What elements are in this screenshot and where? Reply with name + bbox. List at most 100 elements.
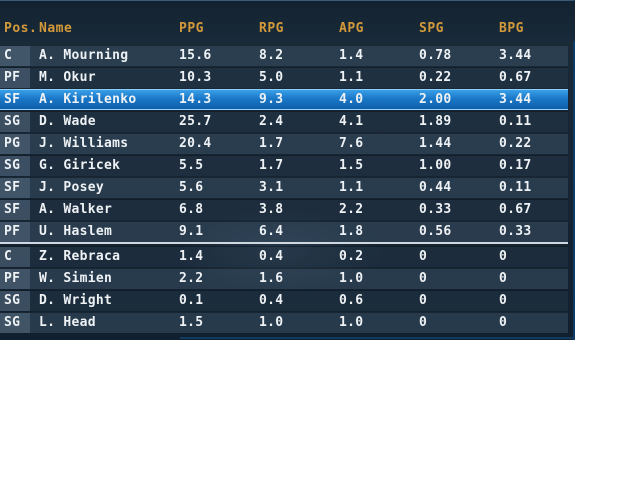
cell-ppg: 15.6 bbox=[179, 48, 212, 63]
cell-ppg: 1.5 bbox=[179, 315, 204, 330]
position-column-bg bbox=[0, 46, 30, 66]
cell-name: M. Okur bbox=[39, 70, 96, 85]
cell-name: D. Wade bbox=[39, 114, 96, 129]
cell-bpg: 0 bbox=[499, 315, 508, 330]
cell-spg: 0 bbox=[419, 249, 428, 264]
header-pos[interactable]: Pos. bbox=[4, 21, 38, 36]
cell-name: U. Haslem bbox=[39, 224, 113, 239]
cell-bpg: 0.67 bbox=[499, 202, 532, 217]
cell-spg: 0.78 bbox=[419, 48, 452, 63]
position-column-bg bbox=[0, 156, 30, 176]
cell-rpg: 3.8 bbox=[259, 202, 284, 217]
cell-apg: 1.4 bbox=[339, 48, 364, 63]
position-column-bg bbox=[0, 222, 30, 242]
cell-rpg: 2.4 bbox=[259, 114, 284, 129]
cell-pos: PF bbox=[4, 271, 21, 286]
position-column-bg bbox=[0, 291, 30, 311]
cell-ppg: 2.2 bbox=[179, 271, 204, 286]
cell-name: G. Giricek bbox=[39, 158, 121, 173]
cell-pos: SF bbox=[4, 202, 21, 217]
cell-rpg: 3.1 bbox=[259, 180, 284, 195]
player-row[interactable]: C A. Mourning 15.6 8.2 1.4 0.78 3.44 bbox=[0, 45, 568, 66]
cell-spg: 0.22 bbox=[419, 70, 452, 85]
cell-spg: 2.00 bbox=[419, 92, 452, 107]
cell-ppg: 20.4 bbox=[179, 136, 212, 151]
cell-bpg: 0 bbox=[499, 249, 508, 264]
header-spg[interactable]: SPG bbox=[419, 21, 444, 36]
cell-ppg: 25.7 bbox=[179, 114, 212, 129]
cell-ppg: 6.8 bbox=[179, 202, 204, 217]
cell-name: D. Wright bbox=[39, 293, 113, 308]
cell-apg: 7.6 bbox=[339, 136, 364, 151]
cell-bpg: 3.44 bbox=[499, 92, 532, 107]
cell-rpg: 8.2 bbox=[259, 48, 284, 63]
cell-rpg: 9.3 bbox=[259, 92, 284, 107]
cell-pos: SG bbox=[4, 114, 21, 129]
cell-pos: SG bbox=[4, 293, 21, 308]
cell-apg: 1.1 bbox=[339, 180, 364, 195]
cell-spg: 0.33 bbox=[419, 202, 452, 217]
stats-header-row: Pos. Name PPG RPG APG SPG BPG bbox=[0, 1, 575, 41]
cell-pos: SG bbox=[4, 315, 21, 330]
cell-ppg: 5.6 bbox=[179, 180, 204, 195]
cell-name: W. Simien bbox=[39, 271, 113, 286]
cell-spg: 0.56 bbox=[419, 224, 452, 239]
cell-rpg: 1.0 bbox=[259, 315, 284, 330]
cell-apg: 1.5 bbox=[339, 158, 364, 173]
cell-pos: C bbox=[4, 249, 13, 264]
cell-spg: 0 bbox=[419, 315, 428, 330]
player-row[interactable]: SF A. Walker 6.8 3.8 2.2 0.33 0.67 bbox=[0, 199, 568, 220]
cell-rpg: 1.7 bbox=[259, 136, 284, 151]
player-row[interactable]: SG D. Wade 25.7 2.4 4.1 1.89 0.11 bbox=[0, 111, 568, 132]
cell-name: L. Head bbox=[39, 315, 96, 330]
panel-bottom-edge bbox=[180, 337, 575, 339]
cell-bpg: 0.22 bbox=[499, 136, 532, 151]
position-column-bg bbox=[0, 134, 30, 154]
cell-name: J. Williams bbox=[39, 136, 129, 151]
cell-rpg: 1.7 bbox=[259, 158, 284, 173]
cell-name: A. Kirilenko bbox=[39, 92, 137, 107]
cell-bpg: 0.11 bbox=[499, 114, 532, 129]
player-row[interactable]: PF M. Okur 10.3 5.0 1.1 0.22 0.67 bbox=[0, 67, 568, 88]
player-row[interactable]: C Z. Rebraca 1.4 0.4 0.2 0 0 bbox=[0, 246, 568, 267]
header-name[interactable]: Name bbox=[39, 21, 73, 36]
cell-name: Z. Rebraca bbox=[39, 249, 121, 264]
roster-divider bbox=[0, 242, 568, 244]
player-row[interactable]: SF A. Kirilenko 14.3 9.3 4.0 2.00 3.44 bbox=[0, 89, 568, 110]
cell-bpg: 0 bbox=[499, 271, 508, 286]
cell-bpg: 3.44 bbox=[499, 48, 532, 63]
header-apg[interactable]: APG bbox=[339, 21, 364, 36]
player-row[interactable]: SG L. Head 1.5 1.0 1.0 0 0 bbox=[0, 312, 568, 333]
position-column-bg bbox=[0, 269, 30, 289]
cell-bpg: 0.11 bbox=[499, 180, 532, 195]
cell-apg: 4.0 bbox=[339, 92, 364, 107]
player-row[interactable]: PG J. Williams 20.4 1.7 7.6 1.44 0.22 bbox=[0, 133, 568, 154]
cell-pos: PF bbox=[4, 70, 21, 85]
cell-pos: C bbox=[4, 48, 13, 63]
cell-pos: PG bbox=[4, 136, 21, 151]
position-column-bg bbox=[0, 200, 30, 220]
cell-spg: 0.44 bbox=[419, 180, 452, 195]
cell-rpg: 5.0 bbox=[259, 70, 284, 85]
cell-name: J. Posey bbox=[39, 180, 105, 195]
cell-pos: PF bbox=[4, 224, 21, 239]
cell-apg: 0.2 bbox=[339, 249, 364, 264]
header-ppg[interactable]: PPG bbox=[179, 21, 204, 36]
player-row[interactable]: PF W. Simien 2.2 1.6 1.0 0 0 bbox=[0, 268, 568, 289]
cell-ppg: 5.5 bbox=[179, 158, 204, 173]
cell-name: A. Walker bbox=[39, 202, 113, 217]
header-rpg[interactable]: RPG bbox=[259, 21, 284, 36]
cell-spg: 1.00 bbox=[419, 158, 452, 173]
cell-ppg: 14.3 bbox=[179, 92, 212, 107]
cell-bpg: 0.17 bbox=[499, 158, 532, 173]
cell-rpg: 0.4 bbox=[259, 249, 284, 264]
player-row[interactable]: SG D. Wright 0.1 0.4 0.6 0 0 bbox=[0, 290, 568, 311]
roster-stats-panel: Pos. Name PPG RPG APG SPG BPG C A. Mourni… bbox=[0, 0, 575, 340]
player-row[interactable]: SF J. Posey 5.6 3.1 1.1 0.44 0.11 bbox=[0, 177, 568, 198]
cell-ppg: 1.4 bbox=[179, 249, 204, 264]
cell-rpg: 0.4 bbox=[259, 293, 284, 308]
player-row[interactable]: SG G. Giricek 5.5 1.7 1.5 1.00 0.17 bbox=[0, 155, 568, 176]
player-row[interactable]: PF U. Haslem 9.1 6.4 1.8 0.56 0.33 bbox=[0, 221, 568, 242]
cell-pos: SF bbox=[4, 180, 21, 195]
header-bpg[interactable]: BPG bbox=[499, 21, 524, 36]
